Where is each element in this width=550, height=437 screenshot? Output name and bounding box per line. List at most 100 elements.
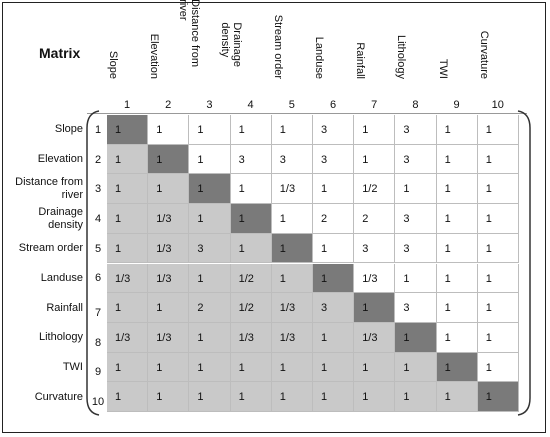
cell-value: 1 <box>156 124 163 136</box>
matrix-cell: 3 <box>395 115 437 145</box>
cell-value: 1 <box>485 302 492 315</box>
matrix-cell: 1 <box>189 115 231 145</box>
matrix-cell: 1 <box>230 115 272 145</box>
cell-value: 1 <box>444 183 451 196</box>
matrix-cell: 1 <box>148 382 190 412</box>
matrix-cell: 1 <box>271 382 313 412</box>
row-label: Stream order <box>18 242 83 255</box>
matrix-cell: 1 <box>189 382 231 412</box>
cell-value: 1 <box>485 153 492 166</box>
column-number: 7 <box>371 99 378 111</box>
matrix-cell: 1 <box>436 204 478 234</box>
cell-value: 1 <box>156 183 163 196</box>
cell-value: 1 <box>197 331 204 344</box>
matrix-cell: 1 <box>230 352 272 383</box>
cell-value: 1 <box>321 331 328 344</box>
matrix-cell: 1 <box>313 382 355 412</box>
cell-value: 1 <box>238 183 245 196</box>
cell-value: 1 <box>362 153 369 166</box>
cell-value: 1 <box>279 391 286 404</box>
cell-value: 1 <box>403 331 410 344</box>
diagonal-cell: 1 <box>230 204 272 234</box>
matrix-cell: 1/3 <box>271 174 313 205</box>
matrix-cell: 1 <box>230 382 272 412</box>
column-number: 10 <box>491 99 504 111</box>
matrix-cell: 1 <box>477 115 519 145</box>
diagonal-cell: 1 <box>271 233 313 264</box>
cell-value: 1 <box>197 391 204 404</box>
matrix-cell: 1 <box>436 174 478 205</box>
cell-value: 2 <box>362 213 369 226</box>
cell-value: 1/3 <box>238 331 254 344</box>
cell-value: 1/3 <box>156 242 172 255</box>
cell-value: 2 <box>321 213 328 226</box>
column-number: 4 <box>247 99 254 111</box>
cell-value: 1 <box>115 213 122 226</box>
cell-value: 1 <box>197 153 204 166</box>
cell-value: 1 <box>485 391 492 404</box>
cell-value: 1 <box>403 361 410 374</box>
matrix-cell: 1 <box>354 382 396 412</box>
cell-value: 1 <box>362 361 369 374</box>
column-number: 8 <box>412 99 419 111</box>
matrix-cell: 1 <box>148 174 190 205</box>
cell-value: 1 <box>444 361 451 374</box>
matrix-cell: 1/2 <box>354 174 396 205</box>
matrix-cell: 1 <box>189 322 231 353</box>
diagonal-cell: 1 <box>107 115 149 145</box>
cell-value: 1 <box>444 242 451 255</box>
cell-value: 1 <box>485 361 492 374</box>
cell-value: 1 <box>444 302 451 315</box>
matrix-cell: 1 <box>271 204 313 234</box>
row-label: Curvature <box>34 390 83 403</box>
cell-value: 3 <box>403 153 410 166</box>
cell-value: 1 <box>115 242 122 255</box>
diagonal-cell: 1 <box>148 144 190 175</box>
row-number: 4 <box>94 212 102 225</box>
matrix-cell: 3 <box>313 115 355 145</box>
matrix-cell: 1/2 <box>230 293 272 323</box>
matrix-cell: 1/3 <box>148 322 190 353</box>
matrix-cell: 1 <box>436 115 478 145</box>
matrix-cell: 1 <box>271 263 313 294</box>
row-number: 3 <box>94 183 102 196</box>
row-number: 5 <box>94 242 102 255</box>
matrix-cell: 1 <box>148 352 190 383</box>
cell-value: 1 <box>115 183 122 196</box>
cell-value: 1 <box>238 391 245 404</box>
row-label: Lithology <box>38 331 83 344</box>
matrix-cell: 1 <box>313 352 355 383</box>
row-label: Drainage density <box>38 205 83 231</box>
column-number: 6 <box>329 99 337 111</box>
matrix-cell: 1 <box>436 233 478 264</box>
matrix-cell: 1 <box>395 174 437 205</box>
cell-value: 1/3 <box>156 272 172 285</box>
matrix-cell: 1 <box>436 322 478 353</box>
matrix-cell: 1/3 <box>354 263 396 294</box>
cell-value: 1 <box>321 242 328 255</box>
matrix-cell: 1 <box>395 263 437 294</box>
cell-value: 3 <box>403 242 410 255</box>
matrix-cell: 3 <box>395 293 437 323</box>
cell-value: 1 <box>485 213 492 226</box>
cell-value: 1/3 <box>279 331 296 344</box>
matrix-cell: 3 <box>189 233 231 264</box>
matrix-cell: 1 <box>148 293 190 323</box>
row-label: Distance from river <box>15 176 83 202</box>
cell-value: 2 <box>197 302 204 315</box>
matrix-cell: 1/3 <box>107 322 149 353</box>
matrix-cell: 1 <box>436 263 478 294</box>
cell-value: 1 <box>362 391 369 404</box>
cell-value: 3 <box>321 124 328 136</box>
matrix-cell: 1 <box>354 144 396 175</box>
matrix-cell: 2 <box>313 204 355 234</box>
column-number: 2 <box>165 99 172 111</box>
cell-value: 1/3 <box>279 302 296 315</box>
diagonal-cell: 1 <box>354 293 396 323</box>
cell-value: 1/2 <box>362 183 378 196</box>
matrix-cell: 1 <box>107 382 149 412</box>
cell-value: 1/3 <box>362 331 378 344</box>
column-number: 1 <box>123 99 131 111</box>
matrix-cell: 1 <box>107 233 149 264</box>
cell-value: 1 <box>444 391 451 404</box>
